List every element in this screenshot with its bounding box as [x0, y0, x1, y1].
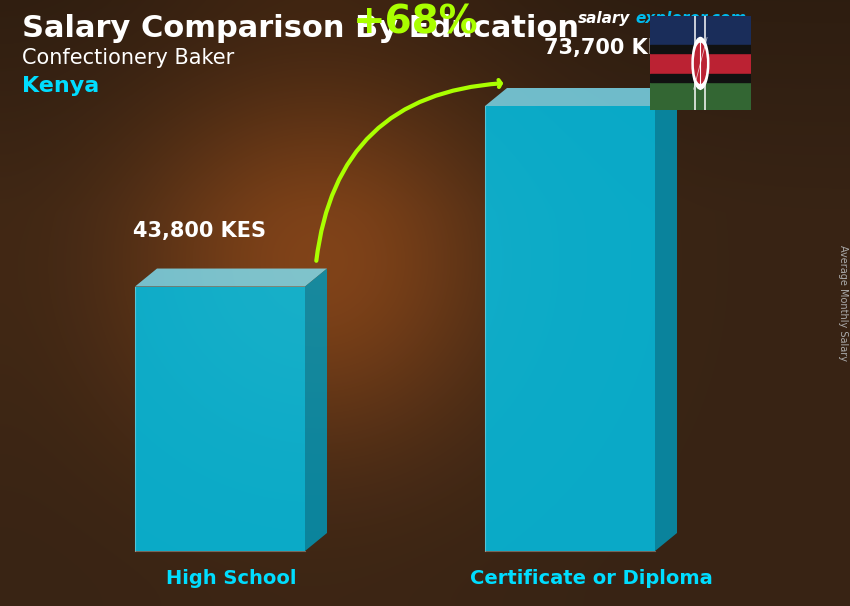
Text: Average Monthly Salary: Average Monthly Salary: [838, 245, 848, 361]
Polygon shape: [655, 88, 677, 551]
Polygon shape: [485, 88, 677, 106]
FancyBboxPatch shape: [135, 287, 305, 551]
Bar: [650, 74, 751, 82]
Bar: [650, 79, 751, 110]
Ellipse shape: [694, 44, 706, 83]
Polygon shape: [305, 268, 327, 551]
Bar: [650, 16, 751, 48]
Ellipse shape: [692, 38, 709, 89]
Text: 73,700 KES: 73,700 KES: [545, 38, 677, 58]
Text: Certificate or Diploma: Certificate or Diploma: [469, 569, 712, 588]
Polygon shape: [135, 268, 327, 287]
Text: Salary Comparison By Education: Salary Comparison By Education: [22, 14, 579, 43]
Text: Kenya: Kenya: [22, 76, 99, 96]
Text: 43,800 KES: 43,800 KES: [133, 221, 267, 241]
Bar: [650, 48, 751, 79]
FancyBboxPatch shape: [485, 106, 655, 551]
Text: Confectionery Baker: Confectionery Baker: [22, 48, 235, 68]
Text: High School: High School: [166, 569, 297, 588]
Text: +68%: +68%: [354, 4, 479, 42]
Bar: [650, 44, 751, 53]
Text: explorer.com: explorer.com: [635, 11, 746, 26]
Text: salary: salary: [578, 11, 631, 26]
